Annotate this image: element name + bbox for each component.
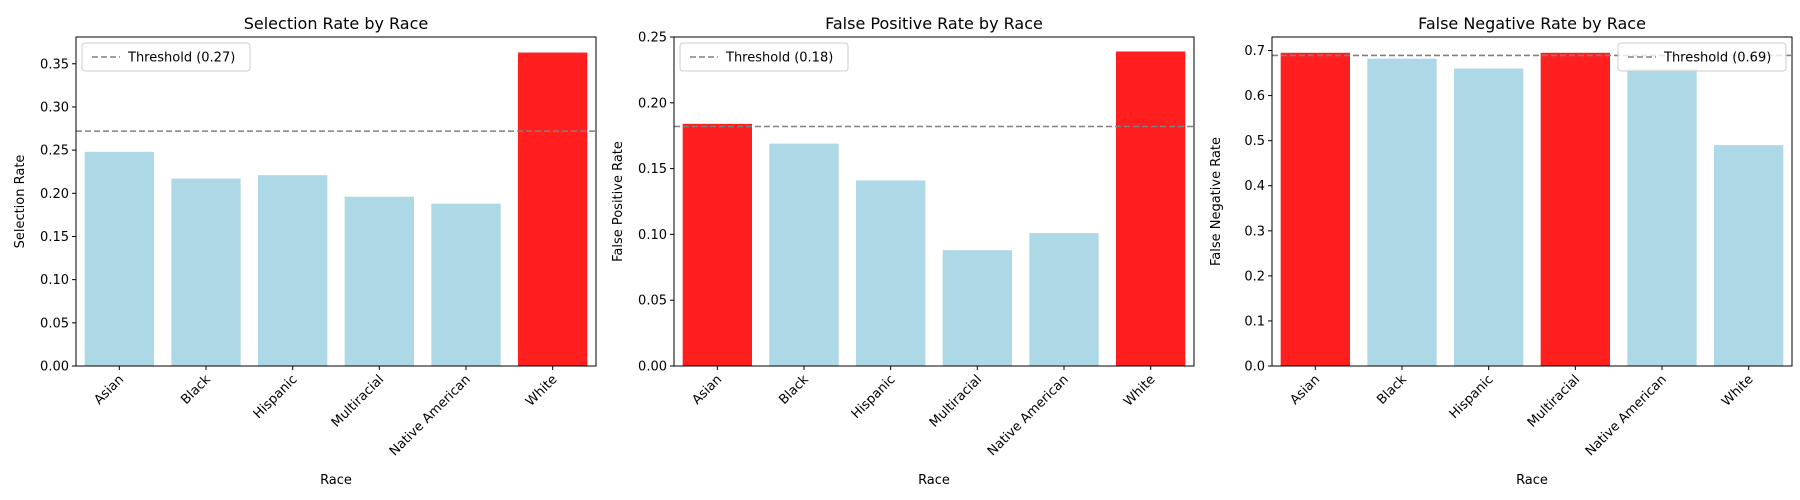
x-axis-label: Race [1516, 473, 1548, 488]
legend-box [679, 42, 849, 72]
y-tick-label: 0.6 [1244, 89, 1265, 104]
y-tick-label: 0.20 [40, 187, 69, 202]
y-tick-label: 0.00 [40, 360, 69, 375]
x-tick-label: White [1719, 372, 1756, 409]
bar-white [1116, 51, 1186, 366]
bar-hispanic [1454, 68, 1524, 367]
x-tick-label: Asian [91, 372, 127, 408]
bar-native-american [1627, 68, 1697, 367]
axes-frame [75, 36, 597, 367]
chart-title: Selection Rate by Race [244, 14, 429, 33]
axes-frame [673, 36, 1195, 367]
y-tick-label: 0.4 [1244, 179, 1265, 194]
y-tick-label: 0.7 [1244, 44, 1265, 59]
bar-black [769, 143, 839, 366]
y-tick-label: 0.00 [638, 360, 667, 375]
y-tick-label: 0.25 [638, 31, 667, 46]
chart-title: False Negative Rate by Race [1418, 14, 1646, 33]
y-tick-label: 0.10 [638, 228, 667, 243]
chart-panel-1: 0.00 0.05 0.10 0.15 0.20 0.25 0.30 0.35 Asian Bla… [13, 14, 597, 488]
x-tick-label: Native American [985, 372, 1072, 459]
bar-multiracial [942, 250, 1012, 366]
y-tick-label: 0.15 [638, 162, 667, 177]
x-tick-label: Hispanic [849, 372, 899, 422]
legend-label: Threshold (0.69) [1663, 51, 1771, 66]
y-tick-label: 0.05 [638, 294, 667, 309]
x-axis-label: Race [918, 473, 950, 488]
bar-native-american [431, 203, 501, 366]
bar-asian [1280, 52, 1350, 367]
x-tick-label: Native American [387, 372, 474, 459]
x-tick-label: Multiracial [329, 372, 387, 430]
x-tick-label: Multiracial [1525, 372, 1583, 430]
bar-native-american [1029, 233, 1099, 366]
bar-asian [84, 151, 154, 366]
y-tick-label: 0.15 [40, 230, 69, 245]
y-axis-label: False Negative Rate [1209, 137, 1224, 266]
x-tick-label: Asian [1287, 372, 1323, 408]
bar-black [1367, 58, 1437, 366]
x-tick-label: Hispanic [1447, 372, 1497, 422]
x-axis-label: Race [320, 473, 352, 488]
bar-white [518, 52, 588, 366]
x-tick-label: Native American [1583, 372, 1670, 459]
bar-black [171, 178, 241, 366]
legend-label: Threshold (0.27) [127, 51, 235, 66]
legend-box [1617, 42, 1787, 72]
y-axis-label: Selection Rate [13, 155, 28, 249]
y-tick-label: 0.0 [1244, 360, 1265, 375]
y-tick-label: 0.25 [40, 144, 69, 159]
y-tick-label: 0.1 [1244, 314, 1265, 329]
bar-white [1714, 145, 1784, 366]
x-tick-label: Black [1374, 372, 1410, 408]
bar-hispanic [856, 180, 926, 366]
legend-box [81, 42, 251, 72]
y-tick-label: 0.30 [40, 100, 69, 115]
chart-title: False Positive Rate by Race [825, 14, 1043, 33]
y-tick-label: 0.10 [40, 273, 69, 288]
bar-asian [682, 123, 752, 366]
x-tick-label: Asian [689, 372, 725, 408]
bar-multiracial [1540, 52, 1610, 367]
x-tick-label: White [523, 372, 560, 409]
y-tick-label: 0.05 [40, 316, 69, 331]
legend: Threshold (0.69) [1617, 42, 1787, 72]
legend-label: Threshold (0.18) [725, 51, 833, 66]
bar-hispanic [258, 175, 328, 366]
y-tick-label: 0.5 [1244, 134, 1265, 149]
y-tick-label: 0.3 [1244, 224, 1265, 239]
x-tick-label: White [1121, 372, 1158, 409]
legend: Threshold (0.18) [679, 42, 849, 72]
axes-frame [1271, 36, 1793, 367]
x-tick-label: Hispanic [251, 372, 301, 422]
y-axis-label: False Positive Rate [611, 141, 626, 262]
bar-multiracial [344, 196, 414, 366]
legend: Threshold (0.27) [81, 42, 251, 72]
x-tick-label: Multiracial [927, 372, 985, 430]
x-tick-label: Black [178, 372, 214, 408]
y-tick-label: 0.35 [40, 57, 69, 72]
x-tick-label: Black [776, 372, 812, 408]
chart-panel-2: 0.00 0.05 0.10 0.15 0.20 0.25 Asian Black Hispan… [611, 14, 1195, 488]
chart-panel-3: 0.0 0.1 0.2 0.3 0.4 0.5 0.6 0.7 Asian Black Hispan… [1209, 14, 1793, 488]
y-tick-label: 0.20 [638, 96, 667, 111]
y-tick-label: 0.2 [1244, 269, 1265, 284]
